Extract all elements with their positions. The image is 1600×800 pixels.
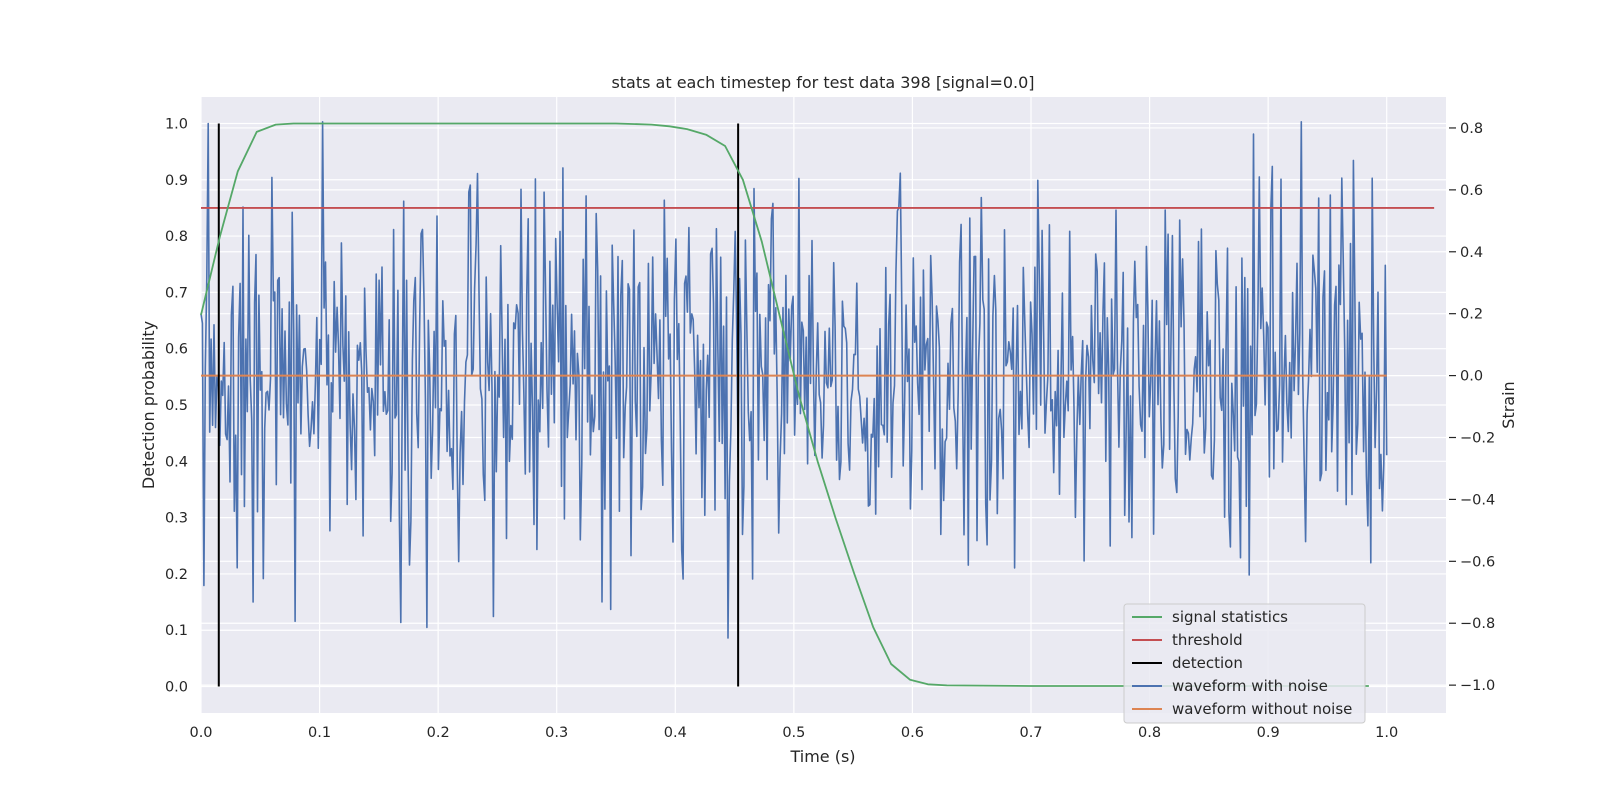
y2-tick-label: 0.8 — [1460, 121, 1483, 137]
x-tick-label: 0.9 — [1257, 725, 1280, 741]
y-tick-label: 0.8 — [165, 229, 188, 245]
y2-axis-label: Strain — [1499, 381, 1518, 428]
y2-tick-label: 0.4 — [1460, 245, 1483, 261]
y-tick-label: 0.2 — [165, 567, 188, 583]
y2-tick-label: −0.6 — [1460, 554, 1495, 570]
series-layer — [200, 121, 1435, 687]
x-ticks: 0.0 0.1 0.2 0.3 0.4 0.5 0.6 0.7 0.8 0.9 1.0 — [189, 725, 1398, 741]
y2-tick-label: −0.2 — [1460, 431, 1495, 447]
y2-tick-label: −0.4 — [1460, 492, 1495, 508]
y2-tick-label: 0.2 — [1460, 307, 1483, 323]
x-tick-label: 0.8 — [1138, 725, 1161, 741]
chart-title: stats at each timestep for test data 398… — [611, 73, 1034, 92]
x-tick-label: 0.4 — [664, 725, 687, 741]
x-tick-label: 0.0 — [189, 725, 212, 741]
y-tick-label: 0.3 — [165, 511, 188, 527]
y-tick-label: 0.1 — [165, 623, 188, 639]
y2-tick-label: −0.8 — [1460, 616, 1495, 632]
y-tick-label: 0.5 — [165, 398, 188, 414]
legend-label: signal statistics — [1172, 608, 1288, 626]
legend-box — [1123, 603, 1366, 724]
y-tick-label: 0.0 — [165, 680, 188, 696]
y-ticks-right: −1.0 −0.8 −0.6 −0.4 −0.2 0.0 0.2 0.4 0.6 0.8 — [1449, 121, 1495, 694]
y-tick-label: 0.6 — [165, 342, 188, 358]
y2-tick-label: 0.6 — [1460, 183, 1483, 199]
legend-label: waveform with noise — [1172, 677, 1328, 695]
legend-label: waveform without noise — [1172, 700, 1352, 718]
legend-label: detection — [1172, 654, 1243, 672]
x-tick-label: 1.0 — [1375, 725, 1398, 741]
y2-tick-label: −1.0 — [1460, 678, 1495, 694]
legend-label: threshold — [1172, 631, 1243, 649]
x-tick-label: 0.2 — [427, 725, 450, 741]
y2-tick-label: 0.0 — [1460, 369, 1483, 385]
x-tick-label: 0.3 — [545, 725, 568, 741]
y-tick-label: 0.7 — [165, 285, 188, 301]
x-tick-label: 0.7 — [1019, 725, 1042, 741]
y-tick-label: 1.0 — [165, 116, 188, 132]
y-axis-label: Detection probability — [139, 321, 158, 489]
y-tick-label: 0.9 — [165, 173, 188, 189]
y-tick-label: 0.4 — [165, 454, 188, 470]
series-waveform-with-noise — [200, 121, 1388, 639]
x-axis-label: Time (s) — [789, 747, 855, 766]
y-ticks-left: 0.0 0.1 0.2 0.3 0.4 0.5 0.6 0.7 0.8 0.9 1.0 — [165, 116, 188, 695]
x-tick-label: 0.6 — [901, 725, 924, 741]
series-signal-statistics — [200, 122, 1369, 687]
x-tick-label: 0.1 — [308, 725, 331, 741]
x-tick-label: 0.5 — [782, 725, 805, 741]
legend: signal statistics threshold detection wavef… — [1123, 603, 1366, 724]
